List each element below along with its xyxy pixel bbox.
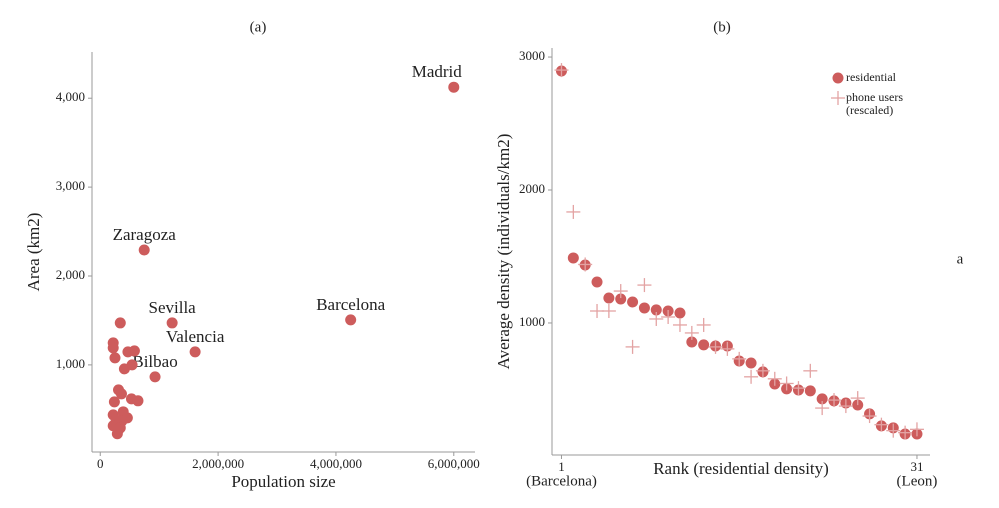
plus-marker: [886, 423, 901, 438]
point: [109, 352, 121, 364]
point: [128, 345, 140, 357]
point: [118, 363, 130, 375]
point-label: Madrid: [412, 62, 463, 81]
point: [166, 317, 178, 329]
x-tick-label: 0: [97, 456, 104, 471]
plus-marker: [661, 309, 676, 324]
point: [345, 314, 357, 326]
point-label: Barcelona: [316, 295, 385, 314]
point-label: Valencia: [166, 327, 225, 346]
legend-label: phone users (rescaled): [846, 91, 903, 117]
plus-marker: [838, 399, 853, 414]
plus-marker: [791, 381, 806, 396]
point: [448, 81, 460, 93]
point: [189, 346, 201, 358]
plus-marker: [720, 341, 735, 356]
y-tick-label: 2,000: [56, 267, 85, 282]
plus-marker: [708, 339, 723, 354]
y-axis-label: Area (km2): [24, 213, 43, 292]
x-tick-label: 31: [910, 459, 923, 474]
plus-marker: [649, 311, 664, 326]
point: [832, 72, 844, 84]
plus-marker: [862, 409, 877, 424]
legend-entry: phone users (rescaled): [846, 91, 903, 117]
point: [816, 393, 828, 405]
point: [108, 396, 120, 408]
plus-marker: [625, 339, 640, 354]
plus-marker: [732, 351, 747, 366]
plus-marker: [601, 304, 616, 319]
plus-marker: [637, 278, 652, 293]
plus-marker: [831, 91, 845, 105]
series: [554, 63, 924, 440]
plus-marker: [566, 204, 581, 219]
point: [567, 252, 579, 264]
plus-marker: [755, 363, 770, 378]
point: [638, 302, 650, 314]
plus-marker: [815, 401, 830, 416]
point: [698, 339, 710, 351]
point-label: Zaragoza: [113, 225, 177, 244]
plus-marker: [779, 376, 794, 391]
y-axis-label: Average density (individuals/km2): [494, 134, 513, 370]
panel-title: (a): [250, 19, 267, 35]
point: [591, 276, 603, 288]
point: [132, 395, 144, 407]
x-end-label: (Leon): [897, 473, 938, 489]
point: [674, 307, 686, 319]
x-tick-label: 4,000,000: [310, 456, 362, 471]
y-tick-label: 1,000: [56, 356, 85, 371]
point: [627, 296, 639, 308]
side-note: a: [957, 251, 964, 267]
plus-marker: [672, 317, 687, 332]
plus-marker: [898, 425, 913, 440]
point: [650, 304, 662, 316]
y-tick-label: 4,000: [56, 89, 85, 104]
point: [745, 357, 757, 369]
legend-label: residential: [846, 71, 896, 84]
point: [686, 336, 698, 348]
y-tick-label: 1000: [519, 314, 545, 329]
point: [804, 385, 816, 397]
plus-marker: [554, 63, 569, 78]
plus-marker: [803, 363, 818, 378]
point: [115, 388, 127, 400]
point: [603, 292, 615, 304]
point: [114, 317, 126, 329]
x-tick-label: 2,000,000: [192, 456, 244, 471]
point: [138, 244, 150, 256]
point-label: Sevilla: [149, 298, 197, 317]
point-label: Bilbao: [132, 352, 177, 371]
x-end-label: (Barcelona): [526, 473, 597, 489]
plus-marker: [909, 422, 924, 437]
plus-marker: [590, 304, 605, 319]
plus-marker: [696, 317, 711, 332]
plus-marker: [874, 417, 889, 432]
y-tick-label: 3,000: [56, 178, 85, 193]
plus-marker: [827, 393, 842, 408]
x-axis-label: Population size: [231, 472, 335, 491]
plus-marker: [850, 391, 865, 406]
plus-marker: [578, 257, 593, 272]
plus-marker: [613, 284, 628, 299]
y-tick-label: 3000: [519, 48, 545, 63]
plus-marker: [684, 325, 699, 340]
panel-title: (b): [713, 19, 731, 35]
point: [149, 371, 161, 383]
point: [113, 424, 125, 436]
point: [107, 342, 119, 354]
legend-entry: residential: [846, 71, 896, 84]
point: [615, 293, 627, 305]
x-tick-label: 1: [558, 459, 565, 474]
plus-marker: [767, 371, 782, 386]
x-tick-label: 6,000,000: [428, 456, 480, 471]
y-tick-label: 2000: [519, 181, 545, 196]
x-axis-label: Rank (residential density): [653, 459, 829, 478]
plus-marker: [744, 369, 759, 384]
